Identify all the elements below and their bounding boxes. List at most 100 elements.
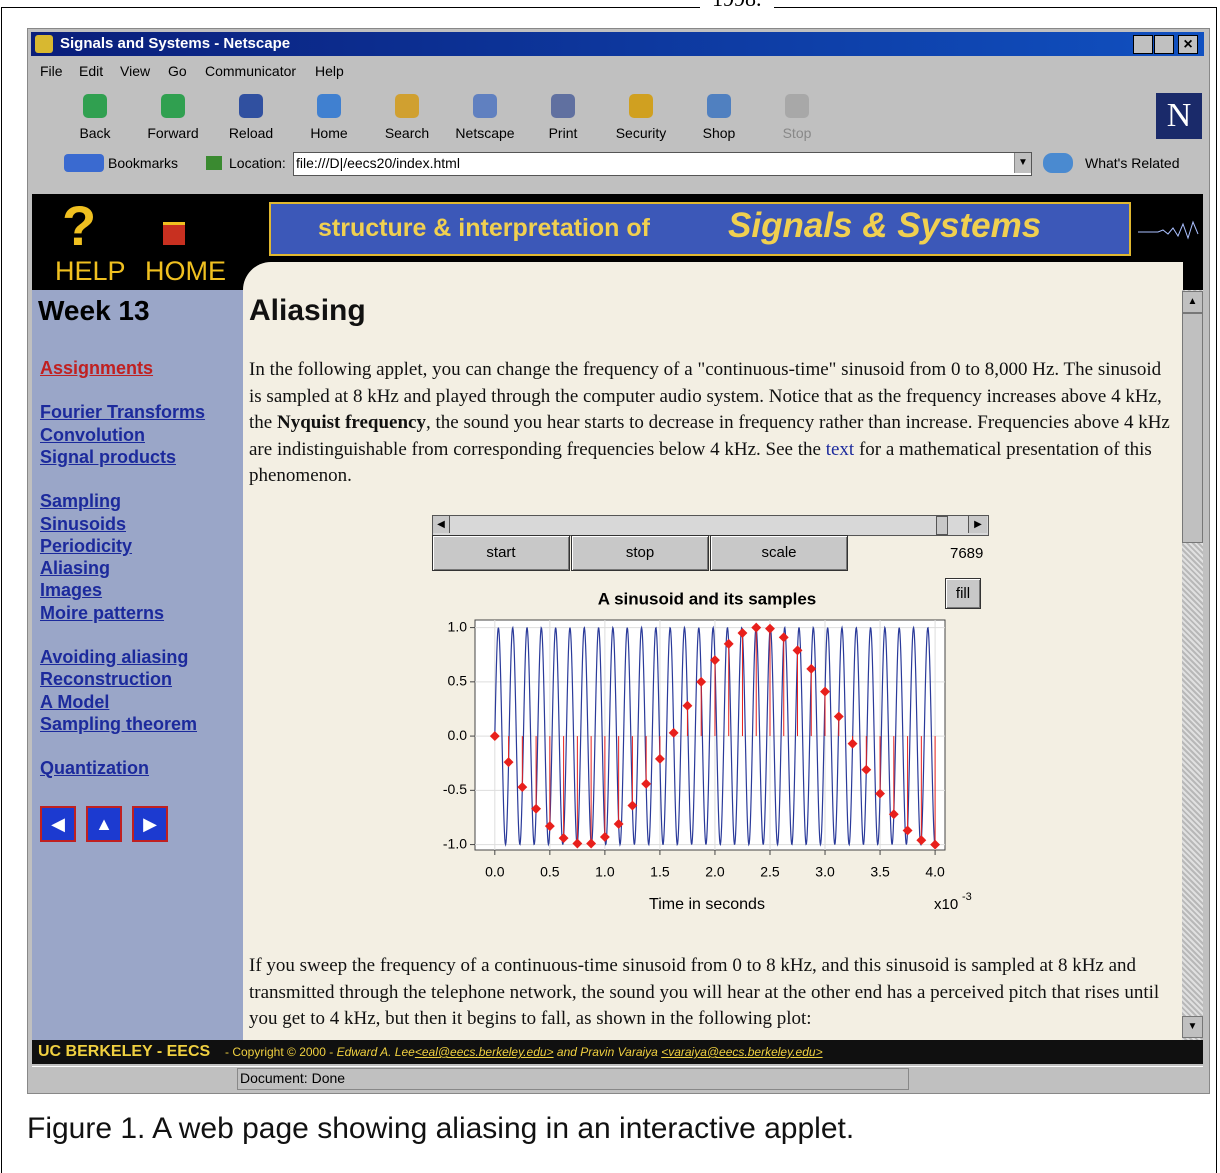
x-tick-label: 4.0 [925,864,945,880]
home-icon[interactable] [163,222,185,245]
frequency-slider[interactable] [432,515,989,536]
author: and Pravin Varaiya [554,1045,662,1059]
nav-link[interactable]: Assignments [40,358,153,379]
toolbar-icon [473,94,497,118]
menu-item[interactable]: Edit [79,63,103,79]
status-text: Document: Done [240,1070,345,1086]
email-link[interactable]: <varaiya@eecs.berkeley.edu> [661,1045,822,1059]
url-dropdown[interactable]: ▼ [1014,153,1031,173]
next-button[interactable]: ▶ [132,806,168,842]
y-tick-label: 0.5 [448,673,468,689]
x-scale-label: x10 [934,896,958,913]
window-title: Signals and Systems - Netscape [60,35,290,52]
nav-link[interactable]: A Model [40,692,109,713]
footer-org: UC BERKELEY - EECS [38,1043,210,1061]
toolbar-icon [395,94,419,118]
toolbar-button[interactable]: Search [372,125,442,141]
x-axis-label: Time in seconds [649,896,765,913]
toolbar-button[interactable]: Shop [684,125,754,141]
scroll-thumb[interactable] [1182,313,1203,543]
y-tick-label: -1.0 [443,835,467,851]
prev-button[interactable]: ◀ [40,806,76,842]
scroll-up[interactable]: ▲ [1182,291,1203,313]
help-icon[interactable]: ? [62,200,102,252]
nav-link[interactable]: Convolution [40,425,145,446]
menu-item[interactable]: View [120,63,150,79]
y-tick-label: 1.0 [448,618,468,634]
email-link[interactable]: <eal@eecs.berkeley.edu> [415,1045,554,1059]
bookmarks-button[interactable]: Bookmarks [108,155,178,171]
banner-prefix: structure & interpretation of [318,214,650,243]
whats-related[interactable]: What's Related [1085,155,1180,171]
related-icon [1043,153,1073,173]
applet-button[interactable]: stop [571,535,709,571]
location-icon [206,156,222,170]
minimize-button[interactable] [1133,35,1153,54]
applet-button[interactable]: scale [710,535,848,571]
nav-link[interactable]: Avoiding aliasing [40,647,188,668]
copyright: - Copyright © 2000 - [225,1045,337,1059]
toolbar-button[interactable]: Stop [762,125,832,141]
nav-link[interactable]: Quantization [40,758,149,779]
toolbar-icon [161,94,185,118]
slider-thumb[interactable] [936,516,948,535]
x-tick-label: 2.5 [760,864,780,880]
help-link[interactable]: HELP [55,256,126,287]
menu-item[interactable]: File [40,63,63,79]
nav-link[interactable]: Sampling theorem [40,714,197,735]
caption: Figure 1. A web page showing aliasing in… [27,1112,854,1146]
nav-link[interactable]: Images [40,580,102,601]
frequency-value: 7689 [950,545,983,562]
toolbar-button[interactable]: Home [294,125,364,141]
slider-left[interactable]: ◀ [433,516,450,533]
heading: Aliasing [249,294,366,328]
toolbar-button[interactable]: Print [528,125,598,141]
slider-right[interactable]: ▶ [968,516,987,533]
nav-link[interactable]: Moire patterns [40,603,164,624]
bold-text: Nyquist frequency [277,412,426,433]
nav-link[interactable]: Aliasing [40,558,110,579]
toolbar-button[interactable]: Back [60,125,130,141]
week-title: Week 13 [38,295,150,327]
app-icon [35,35,53,53]
y-tick-label: -0.5 [443,781,467,797]
x-tick-label: 2.0 [705,864,725,880]
menu-item[interactable]: Help [315,63,344,79]
scroll-down[interactable]: ▼ [1182,1016,1203,1038]
toolbar-icon [785,94,809,118]
banner-wave [1138,218,1200,242]
nav-link[interactable]: Signal products [40,447,176,468]
nav-link[interactable]: Sinusoids [40,514,126,535]
page-fragment: 1998. [700,0,774,12]
page: 1998. Signals and Systems - Netscape × N… [0,0,1220,1173]
applet-button[interactable]: start [432,535,570,571]
x-tick-label: 0.5 [540,864,560,880]
nav-link[interactable]: Fourier Transforms [40,402,205,423]
x-tick-label: 0.0 [485,864,505,880]
nav-link[interactable]: Periodicity [40,536,132,557]
netscape-logo: N [1156,93,1202,139]
y-tick-label: 0.0 [448,727,468,743]
x-tick-label: 3.5 [870,864,890,880]
toolbar-icon [551,94,575,118]
toolbar-button[interactable]: Forward [138,125,208,141]
maximize-button[interactable] [1154,35,1174,54]
author: Edward A. Lee [337,1045,415,1059]
nav-link[interactable]: Sampling [40,491,121,512]
x-tick-label: 1.5 [650,864,670,880]
x-scale-exponent: -3 [962,891,972,903]
toolbar-icon [707,94,731,118]
nav-link[interactable]: Reconstruction [40,669,172,690]
link[interactable]: text [826,439,855,460]
chart-title: A sinusoid and its samples [598,589,817,608]
toolbar-button[interactable]: Security [606,125,676,141]
toolbar-icon [83,94,107,118]
up-button[interactable]: ▲ [86,806,122,842]
toolbar-button[interactable]: Netscape [450,125,520,141]
menu-item[interactable]: Go [168,63,187,79]
toolbar-button[interactable]: Reload [216,125,286,141]
menu-item[interactable]: Communicator [205,63,296,79]
url: file:///D|/eecs20/index.html [296,155,460,171]
home-link[interactable]: HOME [145,256,226,287]
close-button[interactable]: × [1178,35,1198,54]
